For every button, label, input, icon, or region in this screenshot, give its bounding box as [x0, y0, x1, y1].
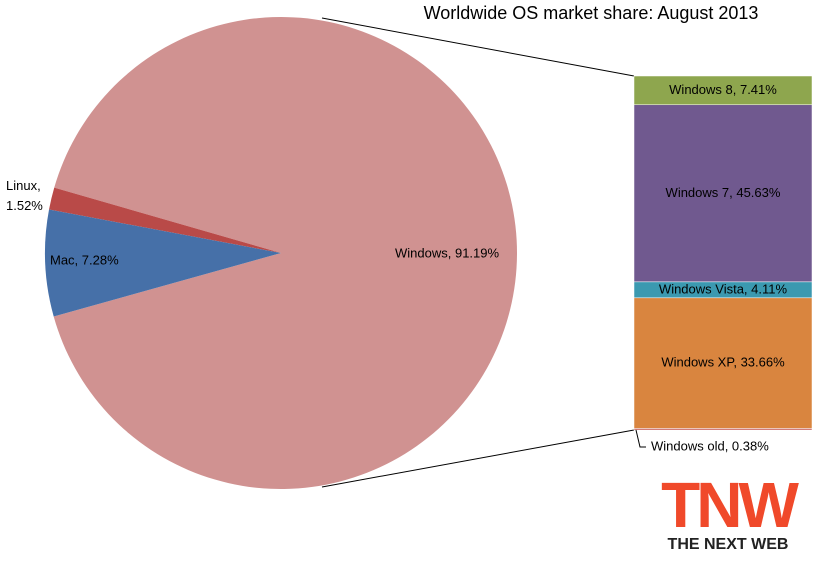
bar-segment: [633, 75, 813, 106]
leader-line: [635, 429, 646, 448]
pie-slice: [53, 17, 517, 490]
bar-label: Windows 7, 45.63%: [666, 185, 781, 200]
pie-slice: [44, 209, 281, 317]
bar-segment: [633, 297, 813, 429]
connector: [321, 17, 635, 77]
bar-label: Windows 8, 7.41%: [669, 82, 777, 97]
pie-label: Windows, 91.19%: [395, 245, 499, 260]
chart-title: Worldwide OS market share: August 2013: [424, 3, 759, 23]
bar-segment: [633, 428, 813, 431]
bar-segment: [633, 104, 813, 283]
bar-label: Windows XP, 33.66%: [661, 355, 785, 370]
logo-mark: TNW: [661, 469, 799, 541]
logo-name: THE NEXT WEB: [668, 536, 789, 553]
connector: [321, 429, 635, 488]
bar-label: Windows Vista, 4.11%: [659, 281, 788, 296]
pie-label: Linux, 1.52%: [6, 178, 43, 213]
bar-label: Windows old, 0.38%: [651, 438, 769, 453]
pie-slice: [49, 187, 281, 253]
pie-label: Mac, 7.28%: [50, 252, 119, 267]
